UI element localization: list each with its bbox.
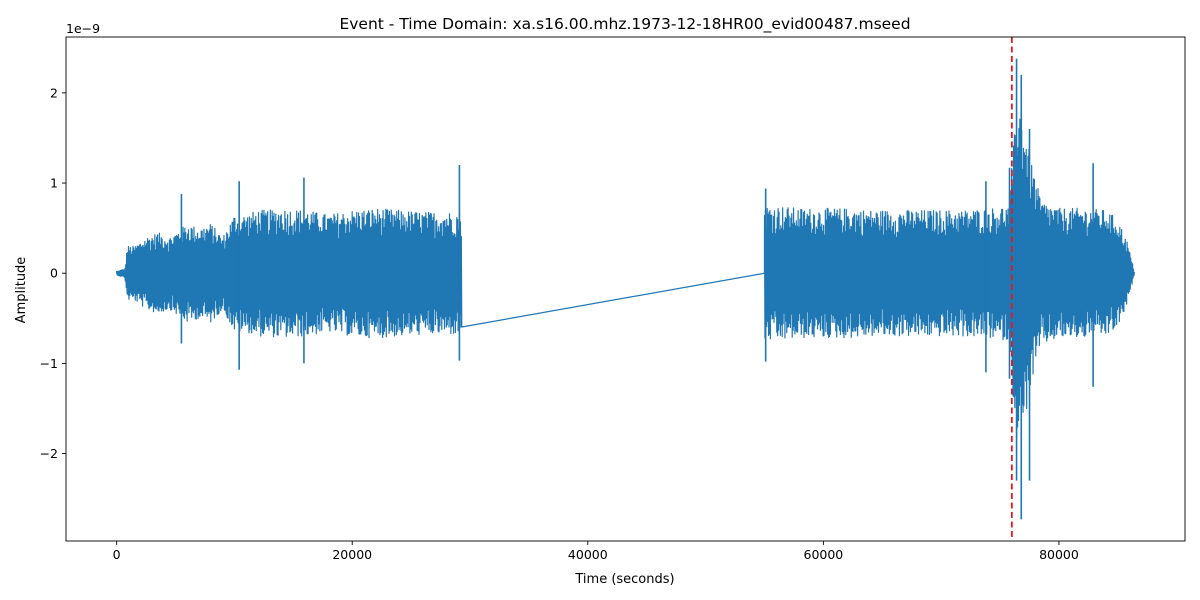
x-tick-label: 20000	[332, 547, 372, 562]
y-tick-label: −2	[40, 446, 58, 461]
y-tick-label: 0	[50, 266, 58, 281]
x-tick-label: 60000	[804, 547, 844, 562]
y-tick-label: 1	[50, 176, 58, 191]
plot-area	[116, 37, 1135, 541]
y-tick-label: 2	[50, 85, 58, 100]
waveform-trace	[116, 118, 1135, 439]
x-tick-label: 0	[113, 547, 121, 562]
y-tick-label: −1	[40, 356, 58, 371]
x-axis-label: Time (seconds)	[574, 572, 674, 587]
y-offset-text: 1e−9	[66, 21, 100, 36]
x-tick-label: 80000	[1039, 547, 1079, 562]
axes-frame	[65, 36, 1186, 542]
x-tick-label: 40000	[568, 547, 608, 562]
series-waveform-0	[116, 58, 1135, 520]
y-axis-label: Amplitude	[14, 257, 29, 324]
axes: 0 20000 40000 60000 80000 −2 −1 0 1 2	[40, 36, 1186, 562]
chart-title: Event - Time Domain: xa.s16.00.mhz.1973-…	[339, 15, 910, 34]
